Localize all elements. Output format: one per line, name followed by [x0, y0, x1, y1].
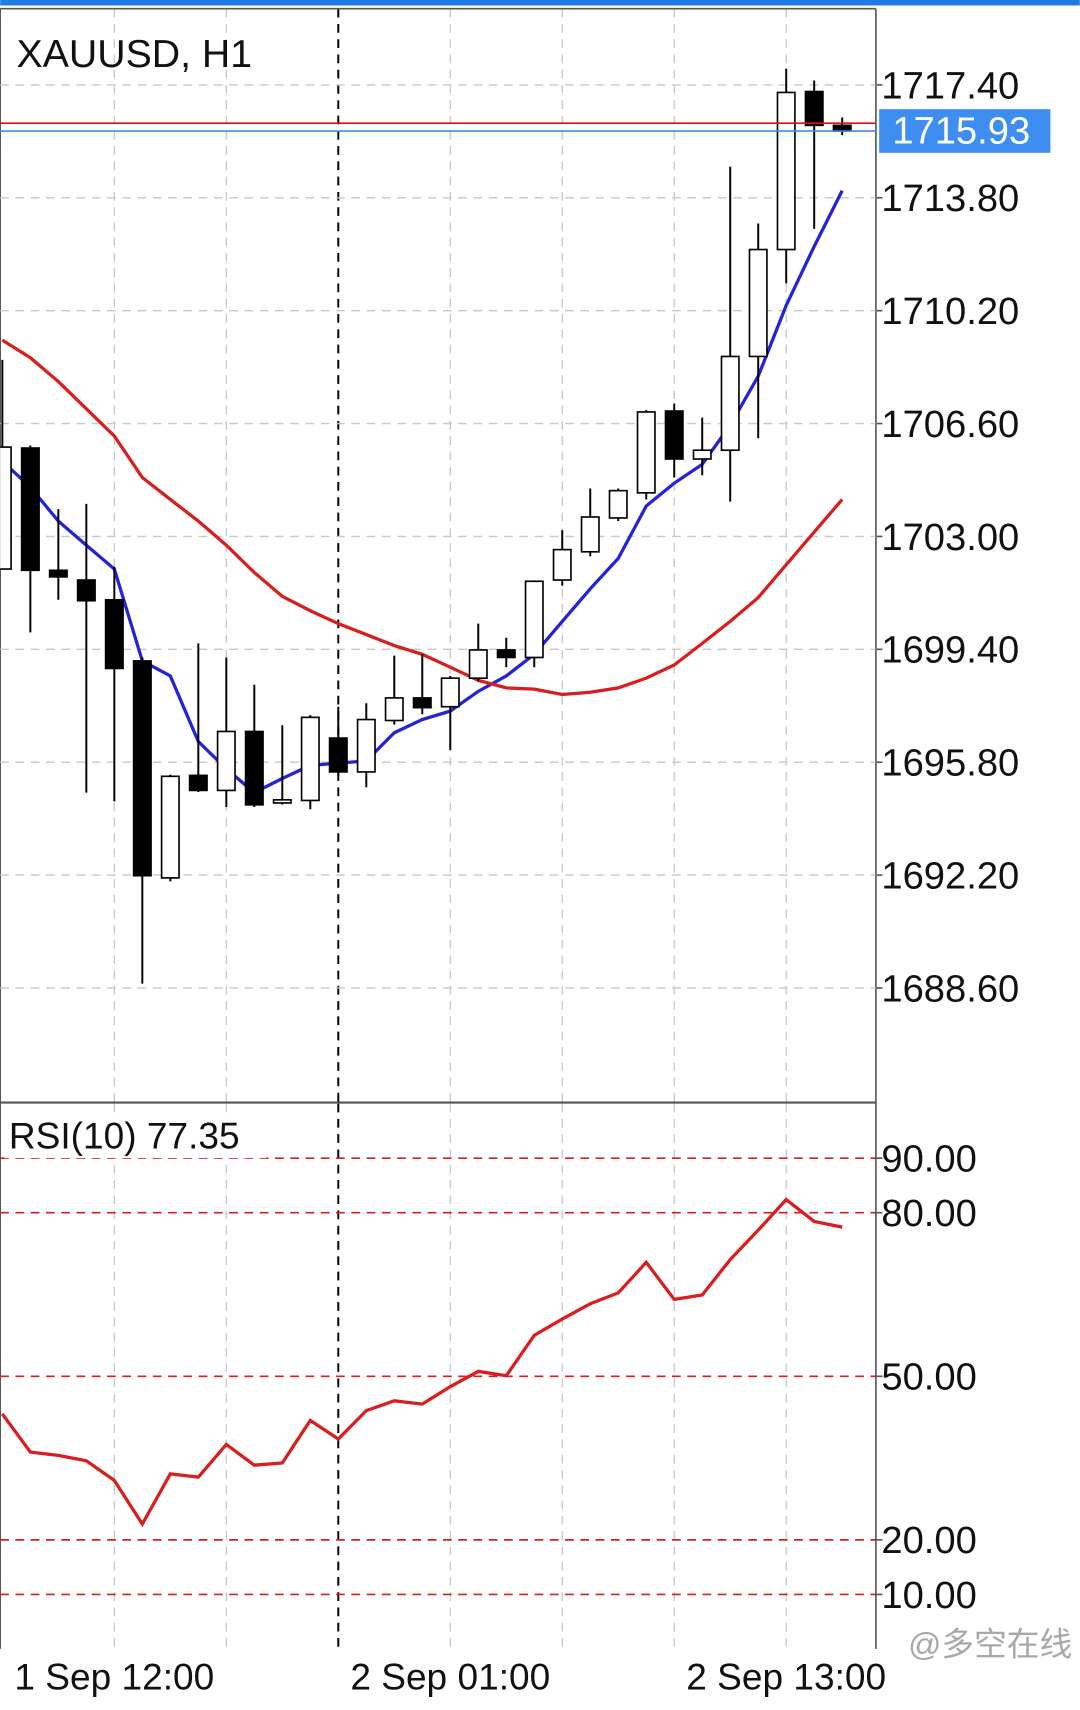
- y-tick-label: 1699.40: [881, 629, 1019, 672]
- chart-title: XAUUSD, H1: [17, 32, 253, 76]
- title-backdrop: [4, 1114, 267, 1159]
- y-tick-label: 1706.60: [881, 403, 1019, 446]
- price-plot: [0, 68, 852, 984]
- candle-body: [748, 248, 768, 358]
- y-tick-label: 80.00: [881, 1192, 976, 1235]
- candle-body: [580, 516, 600, 553]
- candle-body: [132, 660, 152, 877]
- bid-label: 1715.93: [892, 109, 1030, 152]
- y-tick-label: 1688.60: [881, 967, 1019, 1010]
- candle-body: [524, 580, 544, 659]
- x-tick-label: 2 Sep 13:00: [686, 1655, 886, 1697]
- y-tick-label: 1710.20: [881, 290, 1019, 333]
- candle-body: [552, 548, 572, 581]
- bid-label-box: [879, 109, 1051, 153]
- candle-body: [440, 677, 460, 708]
- candle-body: [636, 411, 656, 494]
- candle-body: [300, 716, 320, 802]
- candle-body: [48, 569, 68, 578]
- candle-body: [76, 579, 96, 602]
- candle-body: [356, 718, 376, 773]
- candle-body: [804, 90, 824, 127]
- top-bar: [0, 0, 1080, 6]
- y-tick-label: 10.00: [881, 1574, 976, 1617]
- candle-body: [244, 730, 264, 806]
- rsi-plot: [1, 1197, 843, 1528]
- x-tick-label: 2 Sep 01:00: [350, 1655, 550, 1697]
- chart-title: RSI(10) 77.35: [9, 1114, 240, 1156]
- candle-body: [832, 124, 852, 132]
- candle-body: [20, 447, 40, 572]
- y-tick-label: 50.00: [881, 1356, 976, 1399]
- candle-body: [272, 799, 292, 804]
- candle-body: [692, 449, 712, 460]
- y-tick-label: 1692.20: [881, 854, 1019, 897]
- y-tick-label: 1695.80: [881, 742, 1019, 785]
- y-tick-label: 1703.00: [881, 516, 1019, 559]
- candle-body: [384, 697, 404, 722]
- y-tick-label: 90.00: [881, 1138, 976, 1181]
- y-tick-label: 1717.40: [881, 64, 1019, 107]
- x-tick-label: 1 Sep 12:00: [14, 1655, 214, 1697]
- candle-body: [776, 91, 796, 251]
- candle-body: [216, 730, 236, 792]
- candle-body: [412, 697, 432, 709]
- candle-body: [104, 598, 124, 670]
- candle-body: [160, 775, 180, 879]
- rsi-line: [1, 1197, 843, 1528]
- candle-body: [468, 649, 488, 679]
- candle-body: [0, 446, 12, 570]
- y-tick-label: 1713.80: [881, 177, 1019, 220]
- moving-average: [1, 338, 844, 697]
- y-tick-label: 20.00: [881, 1519, 976, 1562]
- candle-body: [188, 774, 208, 792]
- candle-body: [496, 649, 516, 659]
- candle-body: [664, 410, 684, 460]
- watermark: @多空在线: [908, 1625, 1072, 1662]
- candle-body: [608, 489, 628, 519]
- candle-body: [720, 355, 740, 452]
- candle-body: [328, 737, 348, 773]
